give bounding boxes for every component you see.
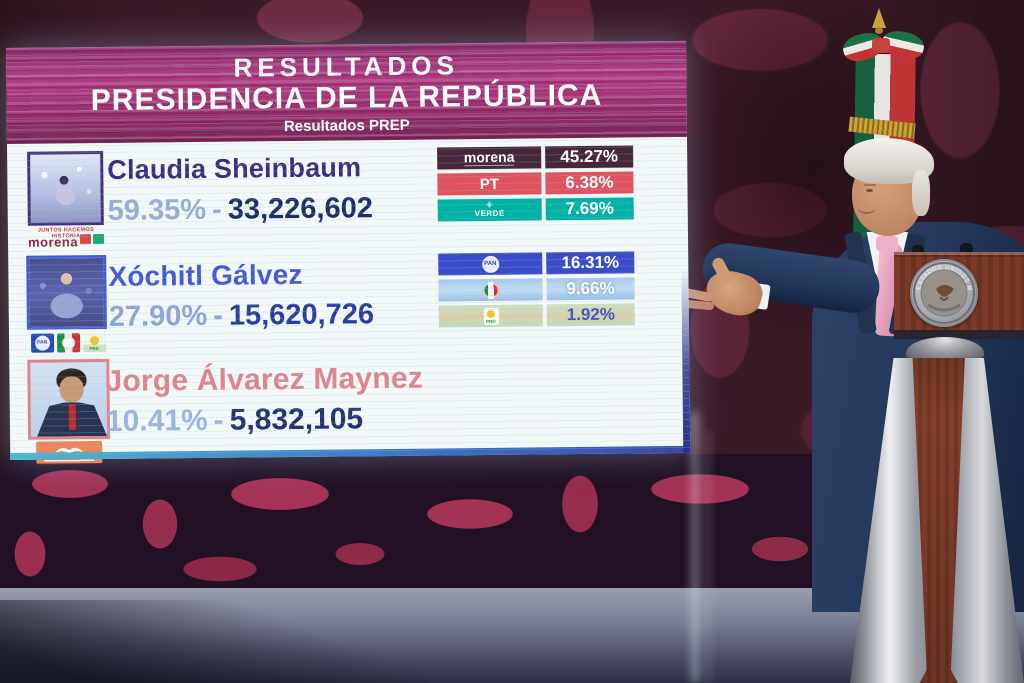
party-results-table: morena 45.27% PT 6.38% ✦ VERDE 7.69%	[437, 145, 634, 225]
dash: -	[213, 403, 224, 437]
candidate-result: 10.41% -5,832,105	[106, 402, 364, 439]
pri-logo-cell	[438, 278, 543, 302]
podium-base	[850, 358, 1024, 683]
party-result-row: PAN 16.31%	[438, 251, 635, 276]
speaker-tie-knot	[876, 236, 898, 251]
candidate-votes: 15,620,726	[228, 298, 375, 332]
prd-logo-label: PRD	[89, 346, 99, 352]
screen-glow-reflection	[705, 430, 711, 683]
pt-logo-cell: PT	[437, 172, 542, 196]
flagpole-finial-icon	[872, 8, 886, 28]
party-results-table: PAN 16.31% 9.66% PRD 1.92%	[438, 251, 635, 331]
prd-logo-label: PRD	[486, 318, 496, 324]
verde-logo-label: VERDE	[474, 208, 505, 219]
microphone-icon	[912, 245, 924, 256]
screen-header: RESULTADOS PRESIDENCIA DE LA REPÚBLICA R…	[6, 40, 687, 144]
movimiento-ciudadano-logo	[36, 441, 103, 464]
prd-sun-icon	[486, 309, 495, 318]
photo-face	[59, 376, 84, 403]
prd-sun-icon	[89, 336, 99, 346]
verde-logo-cell: ✦ VERDE	[437, 198, 542, 222]
candidate-votes: 5,832,105	[229, 402, 364, 437]
pri-logo-dot	[61, 336, 75, 350]
podium-neck	[906, 337, 984, 360]
party-result-row: 9.66%	[438, 277, 635, 302]
speaker-eyebrow	[864, 184, 876, 186]
morena-logo: morena	[463, 148, 515, 167]
candidate-percent: 27.90%	[108, 299, 208, 333]
verde-logo-icon	[92, 233, 105, 245]
seal-eagle-icon	[936, 285, 954, 297]
party-value: 7.69%	[545, 197, 634, 221]
seal-emblem-icon: ESTADOS UNIDOS MEXICANOS	[910, 259, 975, 324]
coalition-logos: morena	[24, 233, 108, 252]
pan-logo-icon: PAN	[30, 333, 54, 353]
party-result-row: morena 45.27%	[437, 145, 634, 170]
dash: -	[211, 193, 222, 226]
party-value: 6.38%	[545, 171, 634, 195]
mc-eagle-icon	[55, 447, 84, 454]
dash: -	[213, 299, 224, 332]
screen-glow-reflection	[690, 412, 700, 683]
pan-logo: PAN	[481, 255, 499, 273]
party-value: 1.92%	[546, 303, 635, 327]
pri-logo-icon	[56, 333, 80, 353]
screen-subtitle: PRESIDENCIA DE LA REPÚBLICA	[90, 78, 603, 118]
prd-logo-icon: PRD	[82, 332, 106, 353]
party-result-row: ✦ VERDE 7.69%	[437, 197, 634, 222]
morena-logo-cell: morena	[437, 146, 542, 170]
party-value: 45.27%	[545, 145, 634, 169]
flagpole-finial-ball	[875, 27, 883, 34]
party-value: 16.31%	[546, 251, 635, 275]
speaker-hair	[912, 170, 930, 216]
party-value: 9.66%	[546, 277, 635, 301]
verde-logo: ✦ VERDE	[474, 200, 505, 219]
party-result-row: PRD 1.92%	[438, 303, 635, 328]
results-projection-screen: RESULTADOS PRESIDENCIA DE LA REPÚBLICA R…	[6, 40, 691, 464]
candidate-result: 59.35% -33,226,602	[108, 192, 374, 228]
coalition-logos: PAN PRD	[27, 332, 109, 353]
candidate-name: Xóchitl Gálvez	[108, 258, 303, 292]
pan-logo-cell: PAN	[438, 252, 543, 276]
morena-logo: morena	[27, 234, 79, 250]
candidate-percent: 59.35%	[107, 193, 207, 227]
flag-bow-knot	[872, 38, 890, 53]
candidate-photo-sheinbaum	[27, 150, 104, 226]
podium-band	[894, 330, 1024, 339]
photo-tie	[68, 404, 77, 431]
candidate-photo-galvez	[26, 254, 107, 330]
mexico-national-seal: ESTADOS UNIDOS MEXICANOS	[910, 259, 978, 327]
seal-laurel-icon	[927, 303, 961, 312]
pt-logo: PT	[479, 175, 500, 193]
speaker-smile	[858, 202, 876, 214]
candidate-name: Jorge Álvarez Maynez	[105, 361, 424, 398]
candidate-result: 27.90% -15,620,726	[109, 298, 375, 334]
candidate-photo-maynez	[27, 358, 111, 440]
prd-logo-icon: PRD	[483, 307, 499, 325]
party-result-row: PT 6.38%	[437, 171, 634, 196]
prd-logo-cell: PRD	[438, 304, 543, 328]
candidate-name: Claudia Sheinbaum	[107, 152, 362, 185]
speaker-head	[844, 138, 934, 236]
candidate-percent: 10.41%	[105, 403, 208, 438]
pan-logo-dot: PAN	[34, 335, 50, 351]
speaker-eye	[866, 189, 873, 192]
pri-logo-icon	[481, 281, 500, 299]
floor-shadow	[0, 600, 430, 683]
pt-logo-icon	[79, 234, 92, 245]
candidate-votes: 33,226,602	[227, 192, 374, 226]
